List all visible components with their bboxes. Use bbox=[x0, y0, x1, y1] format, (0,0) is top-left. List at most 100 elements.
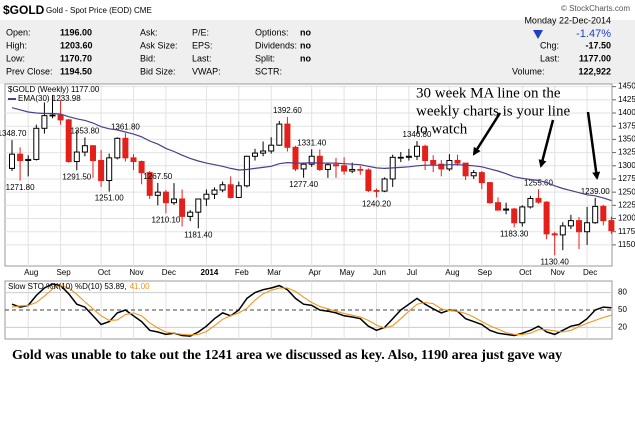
high-label: 1267.50 bbox=[143, 172, 172, 181]
candle-body bbox=[162, 191, 169, 204]
quote-label: SCTR: bbox=[255, 66, 282, 76]
y-tick-label: 20 bbox=[618, 323, 627, 332]
candle-body bbox=[268, 144, 275, 152]
candle-body bbox=[235, 185, 242, 198]
quote-value: no bbox=[300, 53, 311, 63]
candle-body bbox=[284, 123, 291, 148]
candle-body bbox=[470, 172, 477, 177]
candle-body bbox=[106, 157, 113, 182]
candle-body bbox=[73, 151, 80, 163]
candle-body bbox=[211, 189, 218, 195]
annotation: to watch bbox=[416, 121, 468, 137]
low-label: 1183.30 bbox=[500, 229, 529, 238]
high-label: 1331.40 bbox=[297, 138, 326, 147]
candle-body bbox=[511, 208, 518, 224]
legend: EMA(30) 1233.98 bbox=[18, 94, 81, 103]
quote-label: P/E: bbox=[192, 27, 209, 37]
y-tick-label: 1325 bbox=[618, 148, 635, 157]
candle-body bbox=[414, 145, 420, 157]
quote-label: Ask Size: bbox=[140, 40, 178, 50]
candle-body bbox=[365, 169, 372, 192]
candle-body bbox=[454, 159, 461, 164]
low-label: 1181.40 bbox=[184, 230, 213, 239]
y-tick-label: 1225 bbox=[618, 200, 635, 209]
high-label: 1348.70 bbox=[0, 129, 27, 138]
candle-body bbox=[503, 208, 510, 211]
candle-body bbox=[478, 172, 485, 184]
candle-body bbox=[9, 153, 15, 169]
x-tick-label: 2014 bbox=[201, 268, 219, 277]
quote-label: Ask: bbox=[140, 27, 158, 37]
quote-label: Last: bbox=[192, 53, 212, 63]
chart-subtitle: Gold - Spot Price (EOD) CME bbox=[46, 6, 152, 15]
legend: $GOLD (Weekly) 1177.00 bbox=[8, 85, 100, 94]
annotation-arrows bbox=[472, 111, 601, 180]
annotation: weekly charts is your line bbox=[416, 103, 570, 119]
candle-body bbox=[373, 190, 380, 192]
y-tick-label: 1400 bbox=[618, 108, 635, 117]
high-label: 1361.80 bbox=[111, 122, 140, 131]
quote-label: VWAP: bbox=[192, 66, 221, 76]
y-tick-label: 1450 bbox=[618, 82, 635, 91]
candle-body bbox=[98, 159, 105, 182]
y-tick-label: 1425 bbox=[618, 95, 635, 104]
low-label: 1277.40 bbox=[289, 180, 318, 189]
quote-label: Options: bbox=[255, 27, 289, 37]
candle-body bbox=[114, 137, 121, 159]
x-tick-label: May bbox=[340, 268, 355, 277]
candle-body bbox=[292, 146, 299, 170]
candle-body bbox=[227, 184, 234, 198]
candle-body bbox=[519, 206, 526, 224]
x-tick-label: Oct bbox=[98, 268, 111, 277]
session-date: Monday 22-Dec-2014 bbox=[524, 15, 611, 25]
candle-body bbox=[543, 201, 550, 235]
change-pct: -1.47% bbox=[576, 28, 611, 40]
candle-body bbox=[495, 202, 501, 211]
y-tick-label: 1375 bbox=[618, 121, 635, 130]
arrow bbox=[538, 119, 555, 168]
session-label: Chg: bbox=[540, 40, 559, 50]
candle-body bbox=[430, 159, 437, 165]
quote-label: Bid: bbox=[140, 53, 156, 63]
title-bar bbox=[0, 0, 635, 20]
candle-body bbox=[357, 168, 364, 171]
chart: $GOLD Gold - Spot Price (EOD) CME © Stoc… bbox=[0, 0, 635, 340]
candle-body bbox=[341, 165, 348, 172]
x-tick-label: Jul bbox=[407, 268, 417, 277]
arrow bbox=[472, 112, 502, 156]
x-tick-label: Jun bbox=[373, 268, 386, 277]
quote-value: 1196.00 bbox=[60, 27, 92, 37]
quote-label: Low: bbox=[6, 53, 25, 63]
session-value: 1177.00 bbox=[579, 53, 611, 63]
down-arrow bbox=[533, 30, 543, 39]
quote-label: High: bbox=[6, 40, 27, 50]
candle-body bbox=[422, 145, 429, 161]
low-label: 1291.50 bbox=[62, 172, 91, 181]
quote-value: 1170.70 bbox=[60, 53, 92, 63]
candle-body bbox=[179, 198, 186, 217]
candle-body bbox=[49, 114, 56, 117]
y-tick-label: 1275 bbox=[618, 174, 635, 183]
y-tick-label: 80 bbox=[618, 288, 627, 297]
session-label: Last: bbox=[540, 53, 560, 63]
stochastic-legend: 41.00 bbox=[130, 282, 151, 291]
x-tick-label: Nov bbox=[551, 268, 565, 277]
candle-body bbox=[584, 222, 591, 233]
candle-body bbox=[130, 157, 137, 163]
candle-body bbox=[600, 205, 607, 222]
candle-body bbox=[438, 163, 445, 170]
stochastic-legend: Slow STO %K(10) %D(10) 53.89, bbox=[8, 282, 127, 291]
low-label: 1271.80 bbox=[6, 183, 35, 192]
quote-value: no bbox=[300, 27, 311, 37]
low-label: 1130.40 bbox=[541, 257, 570, 266]
quote-value: 1203.60 bbox=[60, 40, 93, 50]
source: © StockCharts.com bbox=[561, 4, 630, 13]
low-label: 1251.00 bbox=[95, 194, 124, 203]
quote-label: Dividends: bbox=[255, 40, 297, 50]
high-label: 1255.60 bbox=[524, 178, 553, 187]
candle-body bbox=[486, 182, 493, 204]
session-value: -17.50 bbox=[585, 40, 611, 50]
high-label: 1239.00 bbox=[581, 187, 610, 196]
ema-line bbox=[11, 107, 612, 202]
high-label: 1346.80 bbox=[403, 130, 432, 139]
